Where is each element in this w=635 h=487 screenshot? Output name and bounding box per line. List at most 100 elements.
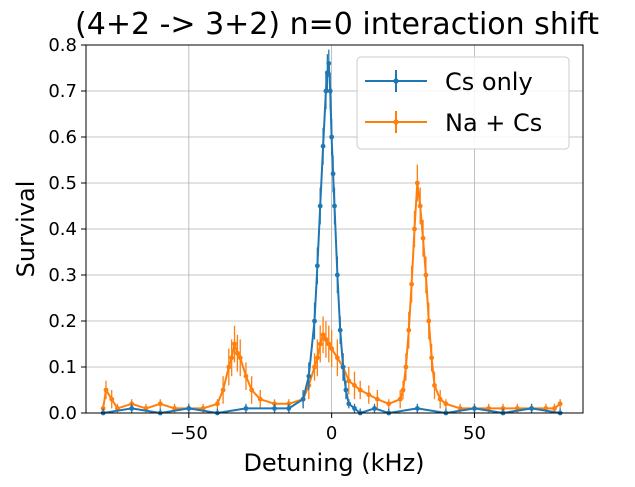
data-point xyxy=(312,318,317,324)
data-point xyxy=(323,337,329,342)
data-point xyxy=(317,203,323,209)
data-point xyxy=(243,406,249,411)
data-point xyxy=(330,171,336,177)
y-tick-label: 0.2 xyxy=(48,311,77,332)
data-point xyxy=(414,406,420,411)
data-point xyxy=(312,364,317,370)
data-point xyxy=(417,203,423,209)
data-point xyxy=(214,401,220,407)
y-tick-label: 0.6 xyxy=(48,127,77,148)
y-axis: 0.0 0.1 0.2 0.3 0.4 0.5 0.6 0.7 0.8 xyxy=(48,35,86,424)
data-point xyxy=(249,387,255,393)
data-point xyxy=(300,396,306,402)
data-point xyxy=(334,272,340,278)
data-point xyxy=(129,406,135,411)
series-line xyxy=(102,62,561,414)
data-point xyxy=(323,88,329,94)
data-point xyxy=(334,355,340,361)
y-tick-label: 0.5 xyxy=(48,173,77,194)
data-point xyxy=(306,373,312,379)
legend-label: Cs only xyxy=(445,68,533,96)
data-point xyxy=(186,406,192,411)
data-point xyxy=(320,143,326,149)
x-axis: −50 0 50 xyxy=(170,413,486,444)
data-point xyxy=(472,406,477,411)
data-point xyxy=(329,134,335,140)
data-point xyxy=(409,281,415,287)
data-point xyxy=(326,341,332,347)
data-point xyxy=(397,396,403,402)
data-point xyxy=(243,373,249,379)
legend-marker xyxy=(393,78,399,84)
data-point xyxy=(357,387,363,393)
y-tick-label: 0.0 xyxy=(48,403,77,424)
data-point xyxy=(552,406,557,411)
data-point xyxy=(286,406,292,411)
data-point xyxy=(237,355,243,361)
data-point xyxy=(443,401,449,407)
series-1 xyxy=(100,164,563,413)
data-point xyxy=(352,406,357,411)
data-point xyxy=(420,235,426,241)
data-point xyxy=(320,332,326,338)
data-point xyxy=(314,355,320,361)
data-point xyxy=(557,401,563,407)
chart-title: (4+2 -> 3+2) n=0 interaction shift xyxy=(75,7,599,42)
legend-marker xyxy=(393,119,399,125)
data-point xyxy=(432,383,437,388)
y-axis-label: Survival xyxy=(12,181,40,278)
data-point xyxy=(343,387,349,393)
data-point xyxy=(403,364,409,370)
y-tick-label: 0.7 xyxy=(48,81,77,102)
data-point xyxy=(272,406,277,411)
data-point xyxy=(324,70,330,75)
data-point xyxy=(314,263,320,269)
data-point xyxy=(386,401,392,407)
data-point xyxy=(229,355,235,361)
data-point xyxy=(423,272,429,278)
data-point xyxy=(329,346,335,351)
series-0 xyxy=(100,49,563,416)
data-point xyxy=(400,387,406,393)
data-point xyxy=(372,406,377,411)
data-point xyxy=(406,327,412,333)
data-point xyxy=(232,341,237,347)
data-point xyxy=(332,203,337,209)
y-tick-label: 0.4 xyxy=(48,219,77,240)
data-point xyxy=(234,350,240,356)
data-point xyxy=(257,396,263,402)
data-point xyxy=(426,318,432,324)
data-point xyxy=(226,364,232,370)
data-point xyxy=(317,341,323,347)
x-axis-label: Detuning (kHz) xyxy=(243,449,424,477)
data-point xyxy=(366,392,372,397)
data-point xyxy=(529,406,534,411)
x-tick-label: 0 xyxy=(326,423,337,444)
x-tick-label: 50 xyxy=(463,423,486,444)
data-point xyxy=(374,396,380,402)
data-point xyxy=(337,327,343,333)
data-point xyxy=(352,383,357,388)
data-point xyxy=(340,364,346,370)
legend: Cs only Na + Cs xyxy=(356,56,570,150)
data-point xyxy=(326,61,332,66)
data-point xyxy=(412,226,417,232)
legend-item-0: Cs only xyxy=(365,68,533,96)
data-point xyxy=(429,355,435,361)
y-tick-label: 0.1 xyxy=(48,357,77,378)
legend-item-1: Na + Cs xyxy=(365,109,542,137)
y-tick-label: 0.8 xyxy=(48,35,77,56)
data-point xyxy=(437,396,443,402)
data-point xyxy=(346,378,352,384)
data-point xyxy=(157,401,163,407)
data-point xyxy=(327,88,333,94)
data-point xyxy=(103,387,109,393)
data-point xyxy=(220,387,226,393)
x-tick-label: −50 xyxy=(170,423,208,444)
series-layer xyxy=(100,49,563,416)
data-point xyxy=(346,401,352,407)
y-tick-label: 0.3 xyxy=(48,265,77,286)
legend-label: Na + Cs xyxy=(445,109,542,137)
data-point xyxy=(109,396,115,402)
